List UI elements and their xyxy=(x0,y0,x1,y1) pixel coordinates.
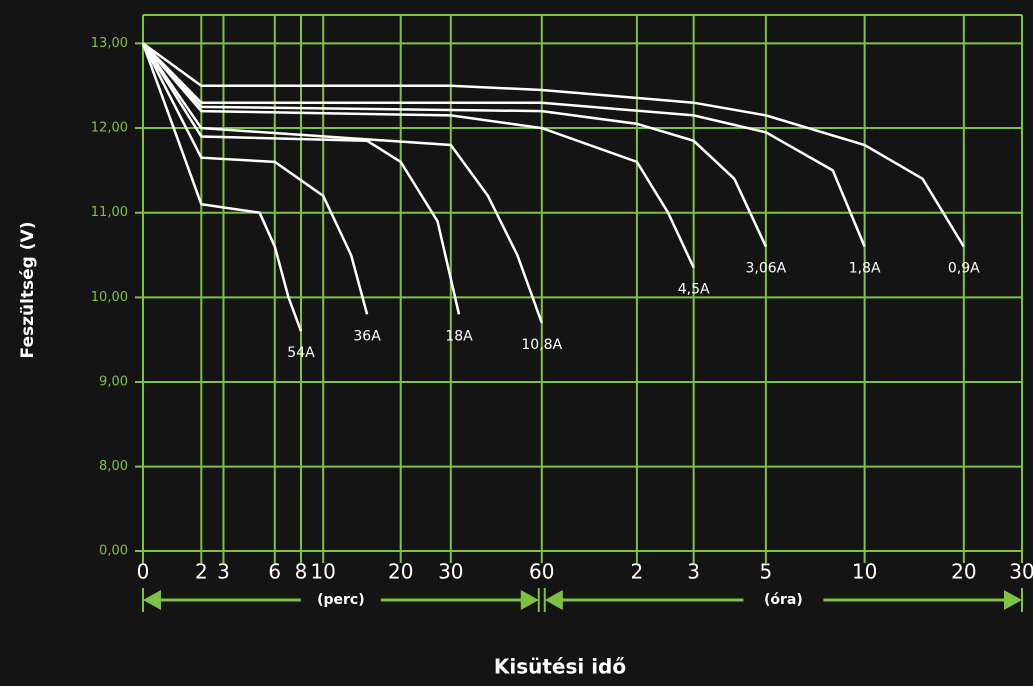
arrow-head xyxy=(544,590,563,610)
x-tick-label: 20 xyxy=(951,560,976,584)
series-label: 36A xyxy=(353,328,381,344)
x-axis-title: Kisütési idő xyxy=(494,655,626,679)
series-line xyxy=(142,42,866,248)
series-label: 4,5A xyxy=(678,282,710,298)
unit-label: (óra) xyxy=(764,592,803,608)
x-tick-label: 10 xyxy=(310,560,335,584)
series-label: 3,06A xyxy=(746,261,787,277)
y-tick-label: 10,00 xyxy=(91,290,128,305)
series-label: 0,9A xyxy=(948,261,980,277)
x-tick-label: 10 xyxy=(852,560,877,584)
series-label: 1,8A xyxy=(849,261,881,277)
series-label: 10,8A xyxy=(521,337,562,353)
arrow-head xyxy=(1004,590,1022,610)
series-line xyxy=(142,42,965,248)
series-line xyxy=(141,42,461,315)
series-line xyxy=(141,42,369,315)
x-tick-label: 0 xyxy=(137,560,150,584)
x-tick-label: 5 xyxy=(760,560,773,584)
y-tick-label: 9,00 xyxy=(99,375,128,390)
series-label: 54A xyxy=(287,345,315,361)
y-tick-label: 11,00 xyxy=(91,205,128,220)
label-bg xyxy=(300,589,381,611)
y-tick-label: 12,00 xyxy=(91,121,128,136)
x-tick-label: 30 xyxy=(1009,560,1033,584)
series-line xyxy=(142,42,768,248)
x-tick-label: 3 xyxy=(217,560,230,584)
series-line xyxy=(141,42,543,324)
arrow-head xyxy=(520,590,539,610)
series-label: 18A xyxy=(445,328,473,344)
x-tick-label: 2 xyxy=(631,560,644,584)
x-tick-label: 20 xyxy=(388,560,413,584)
y-tick-label: 0,00 xyxy=(99,544,128,559)
x-tick-label: 30 xyxy=(438,560,463,584)
y-tick-label: 13,00 xyxy=(91,36,128,51)
x-tick-label: 8 xyxy=(295,560,308,584)
label-bg xyxy=(743,589,824,611)
series-line xyxy=(141,42,303,332)
arrow-head xyxy=(143,590,161,610)
series-line xyxy=(142,42,695,269)
x-tick-label: 2 xyxy=(195,560,208,584)
unit-label: (perc) xyxy=(317,592,365,608)
x-tick-label: 60 xyxy=(529,560,554,584)
y-tick-label: 8,00 xyxy=(99,459,128,474)
x-tick-label: 6 xyxy=(268,560,281,584)
y-axis-title: Feszültség (V) xyxy=(18,222,38,359)
x-tick-label: 3 xyxy=(687,560,700,584)
